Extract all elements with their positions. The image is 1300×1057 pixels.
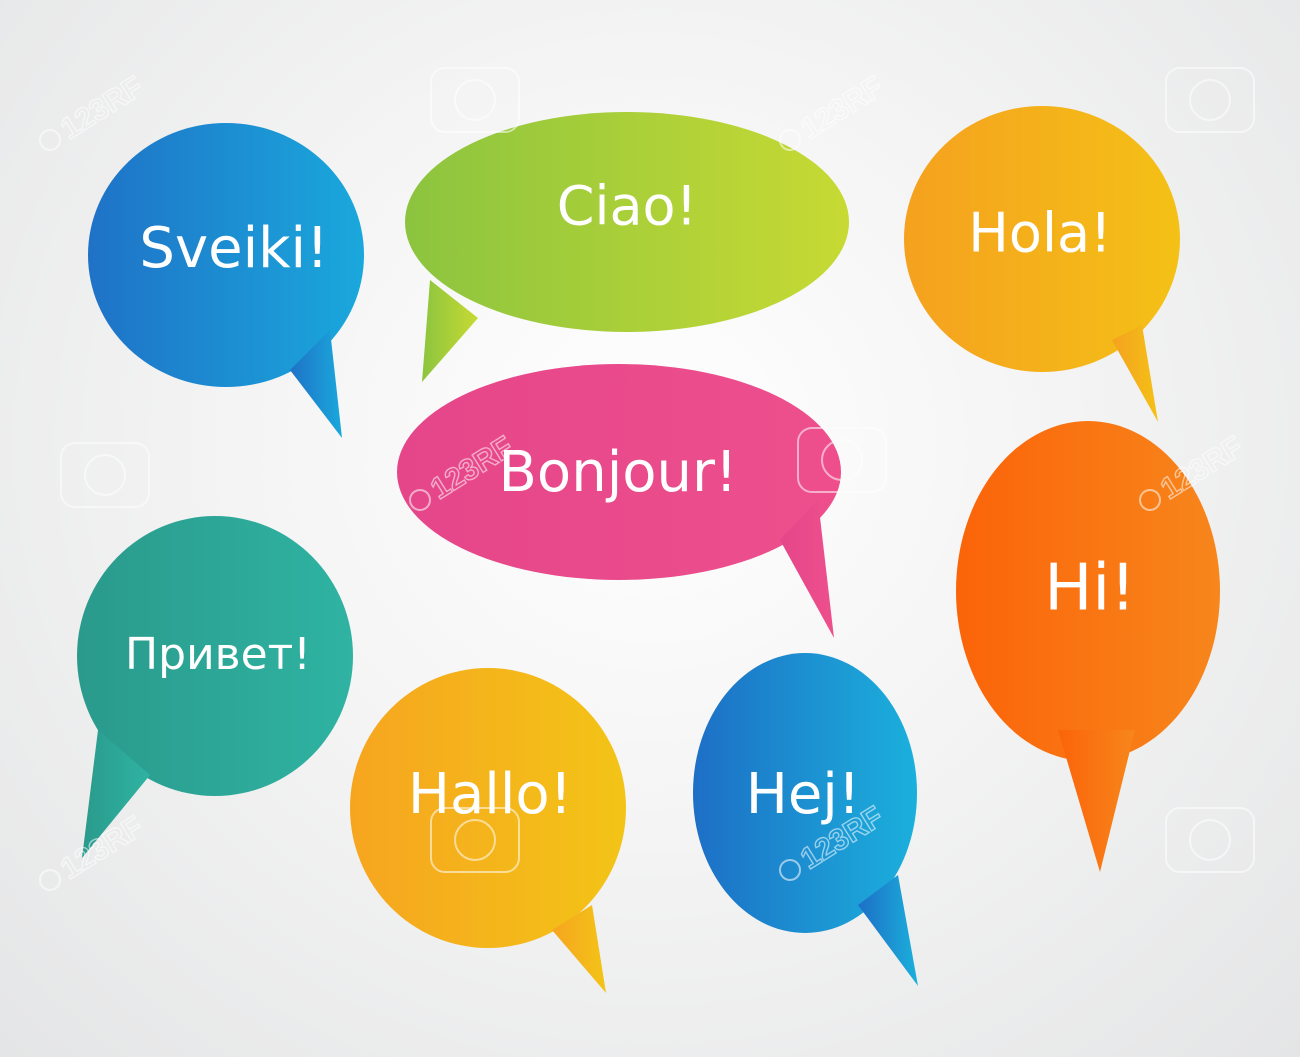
greeting-text: Привет! xyxy=(125,629,311,680)
camera-lens-icon xyxy=(797,427,887,493)
camera-lens-icon xyxy=(430,67,520,133)
camera-lens-icon xyxy=(39,869,61,891)
camera-lens-icon xyxy=(779,129,801,151)
watermark: 123RF xyxy=(39,70,150,151)
bubble-shape xyxy=(397,364,841,638)
speech-bubble-hej: Hej! xyxy=(693,653,918,986)
speech-bubble-hi: Hi! xyxy=(956,421,1220,872)
greeting-text: Hej! xyxy=(746,762,861,827)
camera-lens-icon xyxy=(779,859,801,881)
watermark-text: 123RF xyxy=(795,70,889,146)
speech-bubble-sveiki: Sveiki! xyxy=(88,123,364,438)
camera-lens-icon xyxy=(1139,489,1161,511)
camera-lens-icon xyxy=(1165,807,1255,873)
bubble-shape xyxy=(956,421,1220,872)
speech-bubble-hola: Hola! xyxy=(904,106,1180,422)
camera-lens-icon xyxy=(39,129,61,151)
greeting-text: Ciao! xyxy=(557,175,697,238)
speech-bubble-hallo: Hallo! xyxy=(350,668,626,993)
bubble-shape xyxy=(88,123,364,438)
greeting-text: Sveiki! xyxy=(139,216,328,281)
speech-bubble-ciao: Ciao! xyxy=(405,112,849,382)
bubble-shape xyxy=(405,112,849,382)
speech-bubble-privet: Привет! xyxy=(77,516,353,858)
greeting-text: Hi! xyxy=(1044,552,1136,626)
greeting-text: Hallo! xyxy=(408,762,572,827)
watermark-text: 123RF xyxy=(1155,430,1249,506)
bubble-shape xyxy=(693,653,918,986)
bubble-shape xyxy=(350,668,626,993)
bubble-shape xyxy=(77,516,353,858)
watermark-text: 123RF xyxy=(55,70,149,146)
bubble-shape xyxy=(904,106,1180,422)
greeting-text: Bonjour! xyxy=(499,440,738,505)
camera-lens-icon xyxy=(60,442,150,508)
camera-lens-icon xyxy=(409,489,431,511)
greeting-text: Hola! xyxy=(968,202,1111,265)
camera-lens-icon xyxy=(1165,67,1255,133)
camera-lens-icon xyxy=(430,807,520,873)
speech-bubble-bonjour: Bonjour! xyxy=(397,364,841,638)
watermark: 123RF xyxy=(779,70,890,151)
